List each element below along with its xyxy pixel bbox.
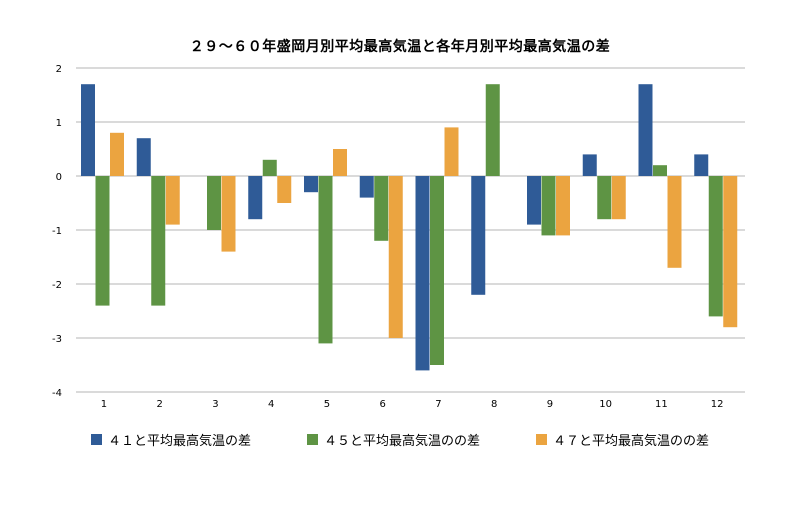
bar-series-1-month-2: [136, 138, 151, 176]
bar-series-3-month-12: [723, 176, 738, 328]
bar-series-1-month-8: [471, 176, 486, 295]
bar-chart: 210-1-2-3-4 1 2 3 4 5 6 7 8 9 10 11 12: [52, 64, 745, 410]
bar-series-3-month-6: [388, 176, 403, 338]
bar-series-1-month-11: [638, 84, 653, 176]
bar-series-3-month-9: [556, 176, 570, 236]
bar-series-2-month-8: [485, 84, 500, 176]
bar-series-2-month-6: [374, 176, 389, 241]
bar-series-2-month-3: [207, 176, 221, 230]
bar-series-1-month-7: [415, 176, 430, 371]
y-tick-label: -2: [52, 280, 62, 291]
y-tick-label: 1: [56, 118, 62, 129]
x-tick-label: 5: [324, 399, 330, 410]
x-tick-label: 6: [379, 399, 385, 410]
bar-series-3-month-7: [444, 127, 459, 176]
legend-label: ４７と平均最高気温のの差: [553, 434, 710, 449]
y-tick-label: -4: [52, 388, 62, 399]
y-tick-label: -1: [52, 226, 62, 237]
bar-series-1-month-1: [81, 84, 95, 176]
y-tick-label: 0: [56, 172, 62, 183]
bar-series-2-month-12: [708, 176, 723, 317]
bar-series-1-month-5: [304, 176, 318, 193]
legend-item: ４７と平均最高気温のの差: [536, 430, 709, 449]
bar-series-1-month-6: [359, 176, 374, 198]
bar-series-3-month-10: [611, 176, 626, 220]
legend-item: ４５と平均最高気温のの差: [306, 430, 480, 449]
legend-swatch: [536, 434, 547, 445]
legend-label: ４１と平均最高気温の差: [107, 434, 251, 449]
x-tick-label: 7: [435, 399, 441, 410]
bar-series-3-month-2: [165, 176, 180, 225]
bar-series-3-month-3: [221, 176, 236, 252]
x-tick-label: 1: [101, 399, 107, 410]
bar-series-2-month-4: [262, 159, 277, 176]
bar-series-3-month-4: [277, 176, 292, 203]
bar-series-1-month-12: [694, 154, 709, 176]
bars: [81, 84, 738, 371]
legend-swatch: [306, 434, 318, 445]
legend-item: ４１と平均最高気温の差: [90, 430, 251, 449]
x-tick-label: 11: [655, 399, 668, 410]
bar-series-1-month-10: [582, 154, 597, 176]
bar-series-2-month-9: [541, 176, 556, 236]
bar-series-3-month-1: [110, 132, 124, 176]
bar-series-3-month-5: [333, 149, 347, 176]
y-tick-label: -3: [52, 334, 62, 345]
bar-series-1-month-4: [248, 176, 263, 220]
bar-series-3-month-11: [667, 176, 682, 268]
legend: ４１と平均最高気温の差 ４５と平均最高気温のの差 ４７と平均最高気温のの差: [0, 430, 800, 449]
bar-series-2-month-11: [653, 165, 667, 176]
x-tick-label: 10: [599, 399, 612, 410]
x-tick-label: 9: [547, 399, 553, 410]
y-tick-label: 2: [56, 64, 62, 75]
x-tick-label: 2: [156, 399, 162, 410]
x-tick-label: 3: [212, 399, 218, 410]
x-tick-label: 8: [491, 399, 497, 410]
chart-title: ２９〜６０年盛岡月別平均最高気温と各年月別平均最高気温の差: [189, 39, 611, 55]
bar-series-1-month-9: [527, 176, 541, 225]
bar-series-2-month-1: [95, 176, 110, 306]
gridlines: [76, 67, 745, 393]
x-axis-ticks: 1 2 3 4 5 6 7 8 9 10 11 12: [101, 399, 724, 410]
y-axis-ticks: 2 1 0 -1 -2 -3 -4: [52, 64, 62, 399]
bar-series-2-month-2: [151, 176, 166, 306]
bar-series-2-month-10: [597, 176, 612, 220]
x-tick-label: 4: [268, 399, 274, 410]
legend-swatch: [90, 434, 102, 445]
x-tick-label: 12: [711, 399, 724, 410]
bar-series-2-month-5: [318, 176, 333, 344]
bar-series-2-month-7: [430, 176, 444, 365]
legend-label: ４５と平均最高気温のの差: [323, 434, 480, 449]
